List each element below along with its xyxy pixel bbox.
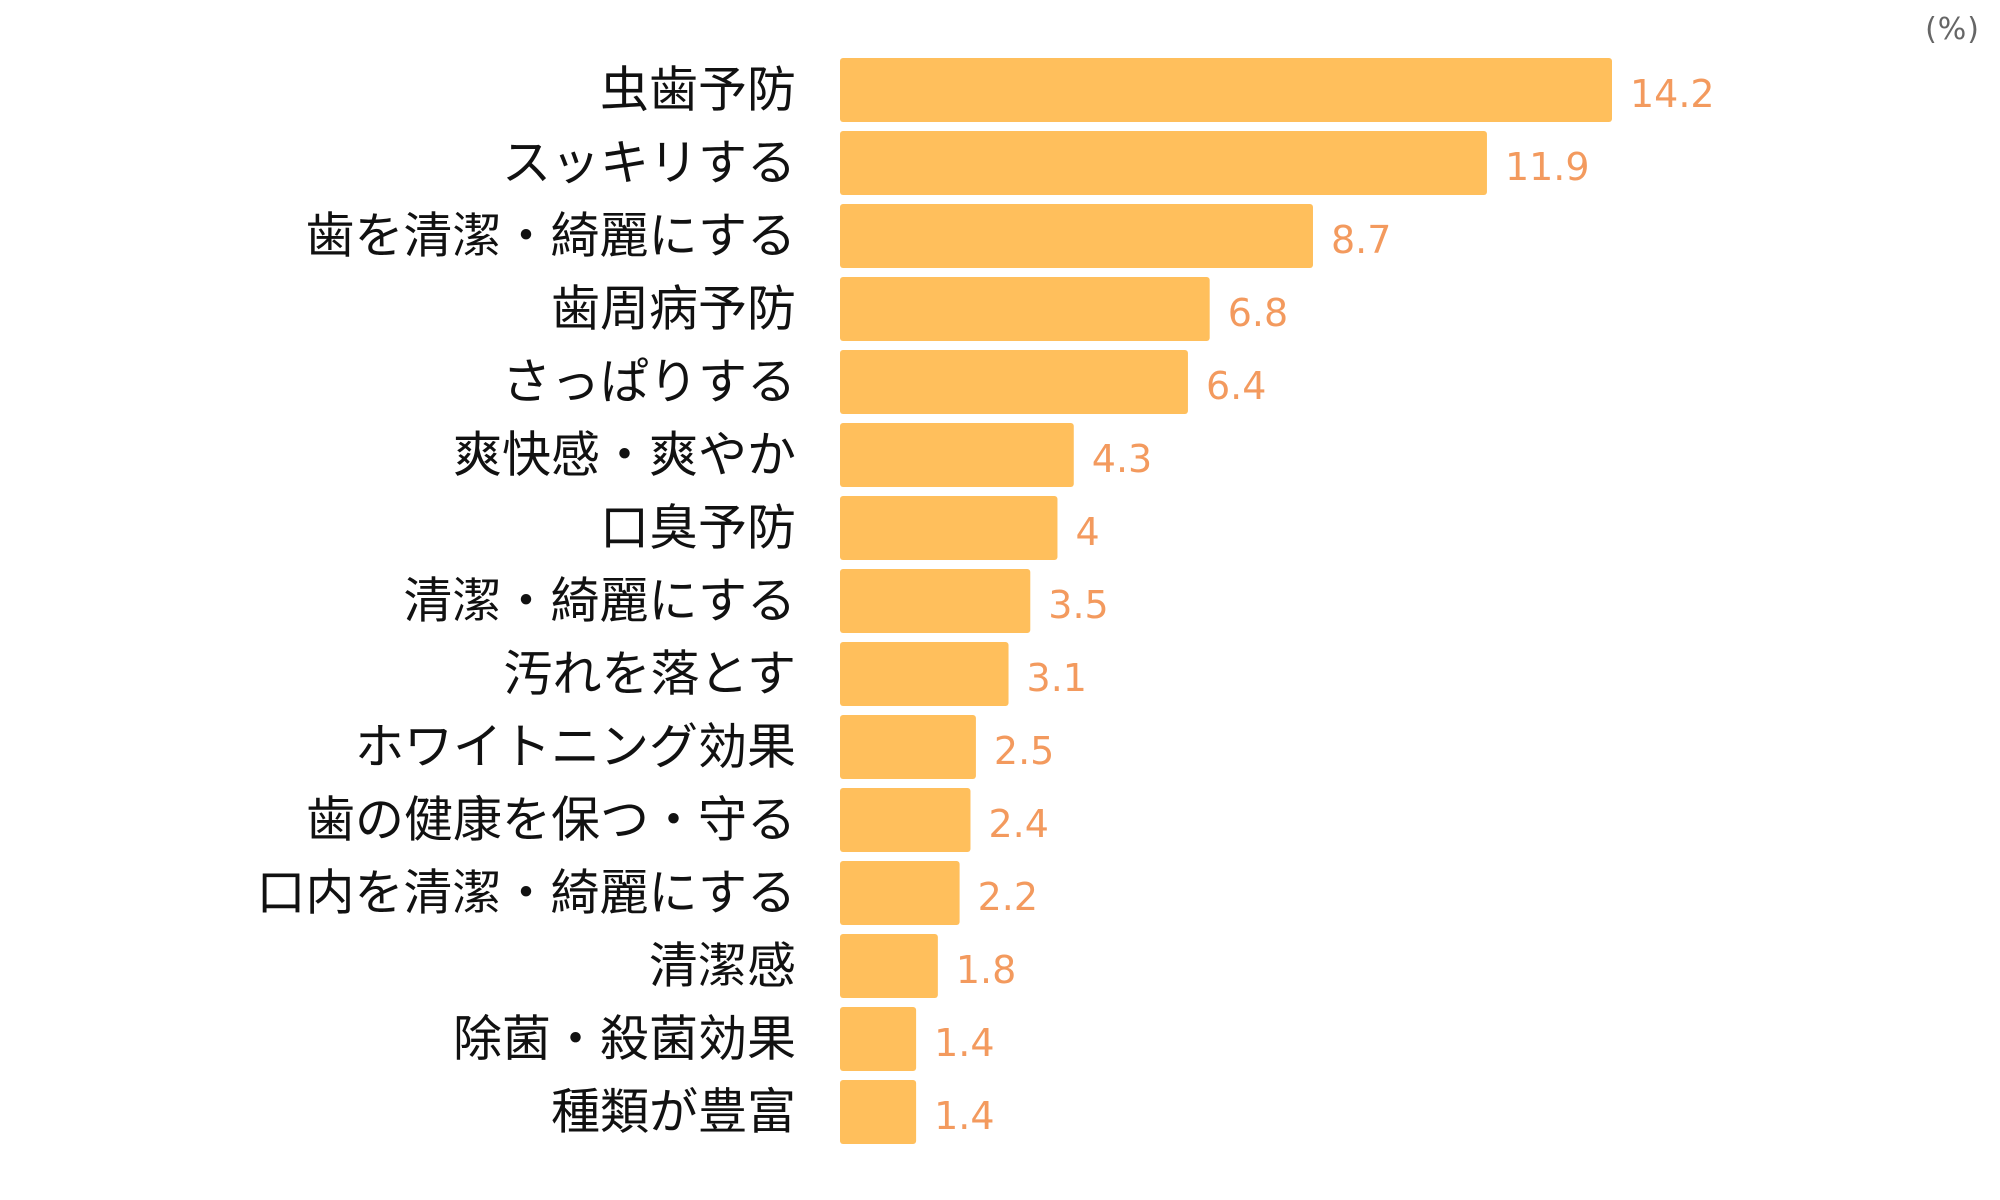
category-label-14: 除菌・殺菌効果 [453,1011,796,1068]
bar-2 [840,131,1487,195]
category-label-6: 爽快感・爽やか [453,427,796,484]
bar-6 [840,423,1074,487]
bar-13 [840,934,938,998]
bar-11 [840,788,971,852]
bar-1 [840,58,1612,122]
value-label-6: 4.3 [1092,437,1152,481]
value-label-13: 1.8 [956,948,1016,992]
bar-12 [840,861,960,925]
category-label-15: 種類が豊富 [551,1084,796,1141]
category-label-11: 歯の健康を保つ・守る [306,792,796,849]
bar-8 [840,569,1031,633]
category-label-9: 汚れを落とす [503,646,796,703]
category-label-12: 口内を清潔・綺麗にする [257,865,797,922]
category-label-10: ホワイトニング効果 [355,719,796,776]
value-label-7: 4 [1075,510,1099,554]
category-label-3: 歯を清潔・綺麗にする [306,208,797,265]
bar-10 [840,715,976,779]
bar-14 [840,1007,917,1071]
bar-15 [840,1080,917,1144]
category-label-5: さっぱりする [502,354,796,411]
bar-9 [840,642,1009,706]
value-label-5: 6.4 [1206,364,1266,408]
bar-5 [840,350,1188,414]
bar-7 [840,496,1058,560]
value-label-2: 11.9 [1505,145,1590,189]
value-label-15: 1.4 [934,1094,994,1138]
value-label-1: 14.2 [1630,72,1715,116]
unit-label: (%) [1925,12,1980,47]
category-label-13: 清潔感 [649,938,796,995]
category-label-1: 虫歯予防 [600,62,796,119]
category-label-2: スッキリする [502,135,796,192]
value-label-4: 6.8 [1228,291,1288,335]
category-label-8: 清潔・綺麗にする [404,573,797,630]
value-label-14: 1.4 [934,1021,994,1065]
value-label-12: 2.2 [978,875,1038,919]
bar-3 [840,204,1313,268]
category-label-4: 歯周病予防 [551,281,796,338]
value-label-11: 2.4 [988,802,1048,846]
value-label-8: 3.5 [1048,583,1108,627]
bar-4 [840,277,1210,341]
value-label-9: 3.1 [1027,656,1087,700]
category-label-7: 口臭予防 [600,500,796,557]
value-label-10: 2.5 [994,729,1054,773]
value-label-3: 8.7 [1331,218,1391,262]
